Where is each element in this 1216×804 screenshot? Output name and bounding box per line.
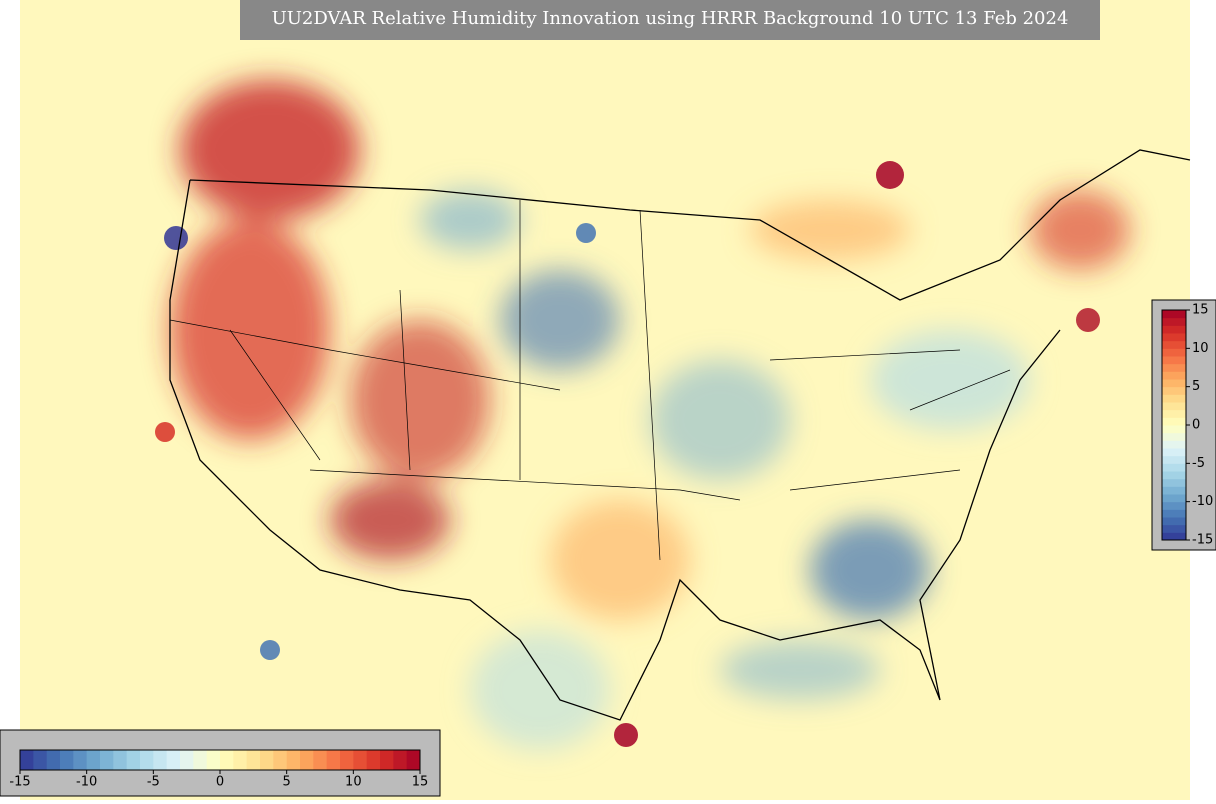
state-borders (169, 200, 1011, 561)
colorbar-segment (86, 750, 101, 770)
colorbar-segment (1162, 379, 1186, 388)
colorbar-segment (366, 750, 381, 770)
tick-label: 15 (412, 775, 429, 790)
map-title: UU2DVAR Relative Humidity Innovation usi… (272, 8, 1069, 29)
tick-label: 10 (345, 775, 362, 790)
tick-label: -15 (9, 775, 30, 790)
colorbar-segment (1162, 363, 1186, 372)
colorbar-segment (1162, 494, 1186, 503)
colorbar-segment (406, 750, 421, 770)
colorbar-segment (1162, 486, 1186, 495)
blob (164, 226, 188, 250)
colorbar-segment (1162, 386, 1186, 395)
colorbar-segment (313, 750, 328, 770)
horizontal-colorbar: -15 -10 -5 0 5 10 15 (9, 749, 429, 790)
colorbar-segment (1162, 448, 1186, 457)
colorbar-segment (1162, 440, 1186, 449)
blob (260, 640, 280, 660)
colorbar-segment (1162, 348, 1186, 357)
colorbar-segment (1162, 417, 1186, 426)
colorbar-segment (300, 750, 314, 770)
colorbar-segment (273, 750, 288, 770)
colorbar-segment (1162, 340, 1186, 349)
colorbar-segment (1162, 425, 1186, 434)
colorbar-segment (1162, 455, 1186, 464)
colorbar-segment (1162, 317, 1186, 326)
tick-label: -10 (76, 775, 97, 790)
colorbar-segment (1162, 310, 1186, 319)
tick-label: -10 (1192, 494, 1213, 509)
colorbar-segment (340, 750, 354, 770)
colorbar-segment (220, 750, 234, 770)
tick-label: -15 (1192, 533, 1213, 548)
map-field (20, 0, 1191, 800)
colorbar-segment (180, 750, 194, 770)
colorbar-segment (260, 750, 274, 770)
colorbar-segment (1162, 501, 1186, 510)
colorbar-segment (1162, 532, 1186, 541)
colorbar-segment (1162, 356, 1186, 365)
title-box (240, 0, 1100, 40)
colorbar-segment (1162, 333, 1186, 342)
colorbar-segment (326, 750, 341, 770)
colorbar-segment (1162, 402, 1186, 411)
colorbar-segment (1162, 325, 1186, 334)
vertical-colorbar: -15 -10 -5 0 5 10 15 (1161, 303, 1213, 548)
colorbar-segment (193, 750, 208, 770)
tick-label: 10 (1192, 341, 1209, 356)
colorbar-segment (1162, 463, 1186, 472)
tick-label: -5 (147, 775, 160, 790)
colorbar-segment (1162, 371, 1186, 380)
colorbar-segment (246, 750, 261, 770)
blob (155, 422, 175, 442)
colorbar-segment (113, 750, 128, 770)
tick-label: 0 (216, 775, 224, 790)
colorbar-segment (1162, 394, 1186, 403)
colorbar-segment (1162, 509, 1186, 518)
colorbar-segment (353, 750, 368, 770)
blob (876, 161, 904, 189)
colorbar-segment (1162, 478, 1186, 487)
coastline (169, 149, 1191, 721)
colorbar-segment (206, 750, 221, 770)
colorbar-segment (1162, 517, 1186, 526)
colorbar-segment (20, 750, 34, 770)
colorbar-segment (1162, 524, 1186, 533)
tick-label: -5 (1192, 456, 1205, 471)
colorbar-segment (1162, 409, 1186, 418)
colorbar-segment (166, 750, 181, 770)
colorbar-segment (380, 750, 394, 770)
blob (1076, 308, 1100, 332)
innovation-field (170, 80, 1130, 750)
tick-label: 5 (283, 775, 291, 790)
blob (576, 223, 596, 243)
blob (614, 723, 638, 747)
colorbar-segment (1162, 471, 1186, 480)
colorbar-segment (393, 750, 408, 770)
colorbar-segment (60, 750, 74, 770)
colorbar-segment (46, 750, 61, 770)
colorbar-segment (153, 750, 168, 770)
tick-label: 0 (1192, 418, 1200, 433)
colorbar-segment (126, 750, 141, 770)
colorbar-segment (233, 750, 248, 770)
tick-label: 15 (1192, 303, 1209, 318)
colorbar-segment (140, 750, 154, 770)
colorbar-segment (1162, 432, 1186, 441)
colorbar-segment (73, 750, 88, 770)
colorbar-segment (286, 750, 301, 770)
tick-label: 5 (1192, 379, 1200, 394)
colorbar-segment (100, 750, 114, 770)
colorbar-segment (33, 750, 48, 770)
